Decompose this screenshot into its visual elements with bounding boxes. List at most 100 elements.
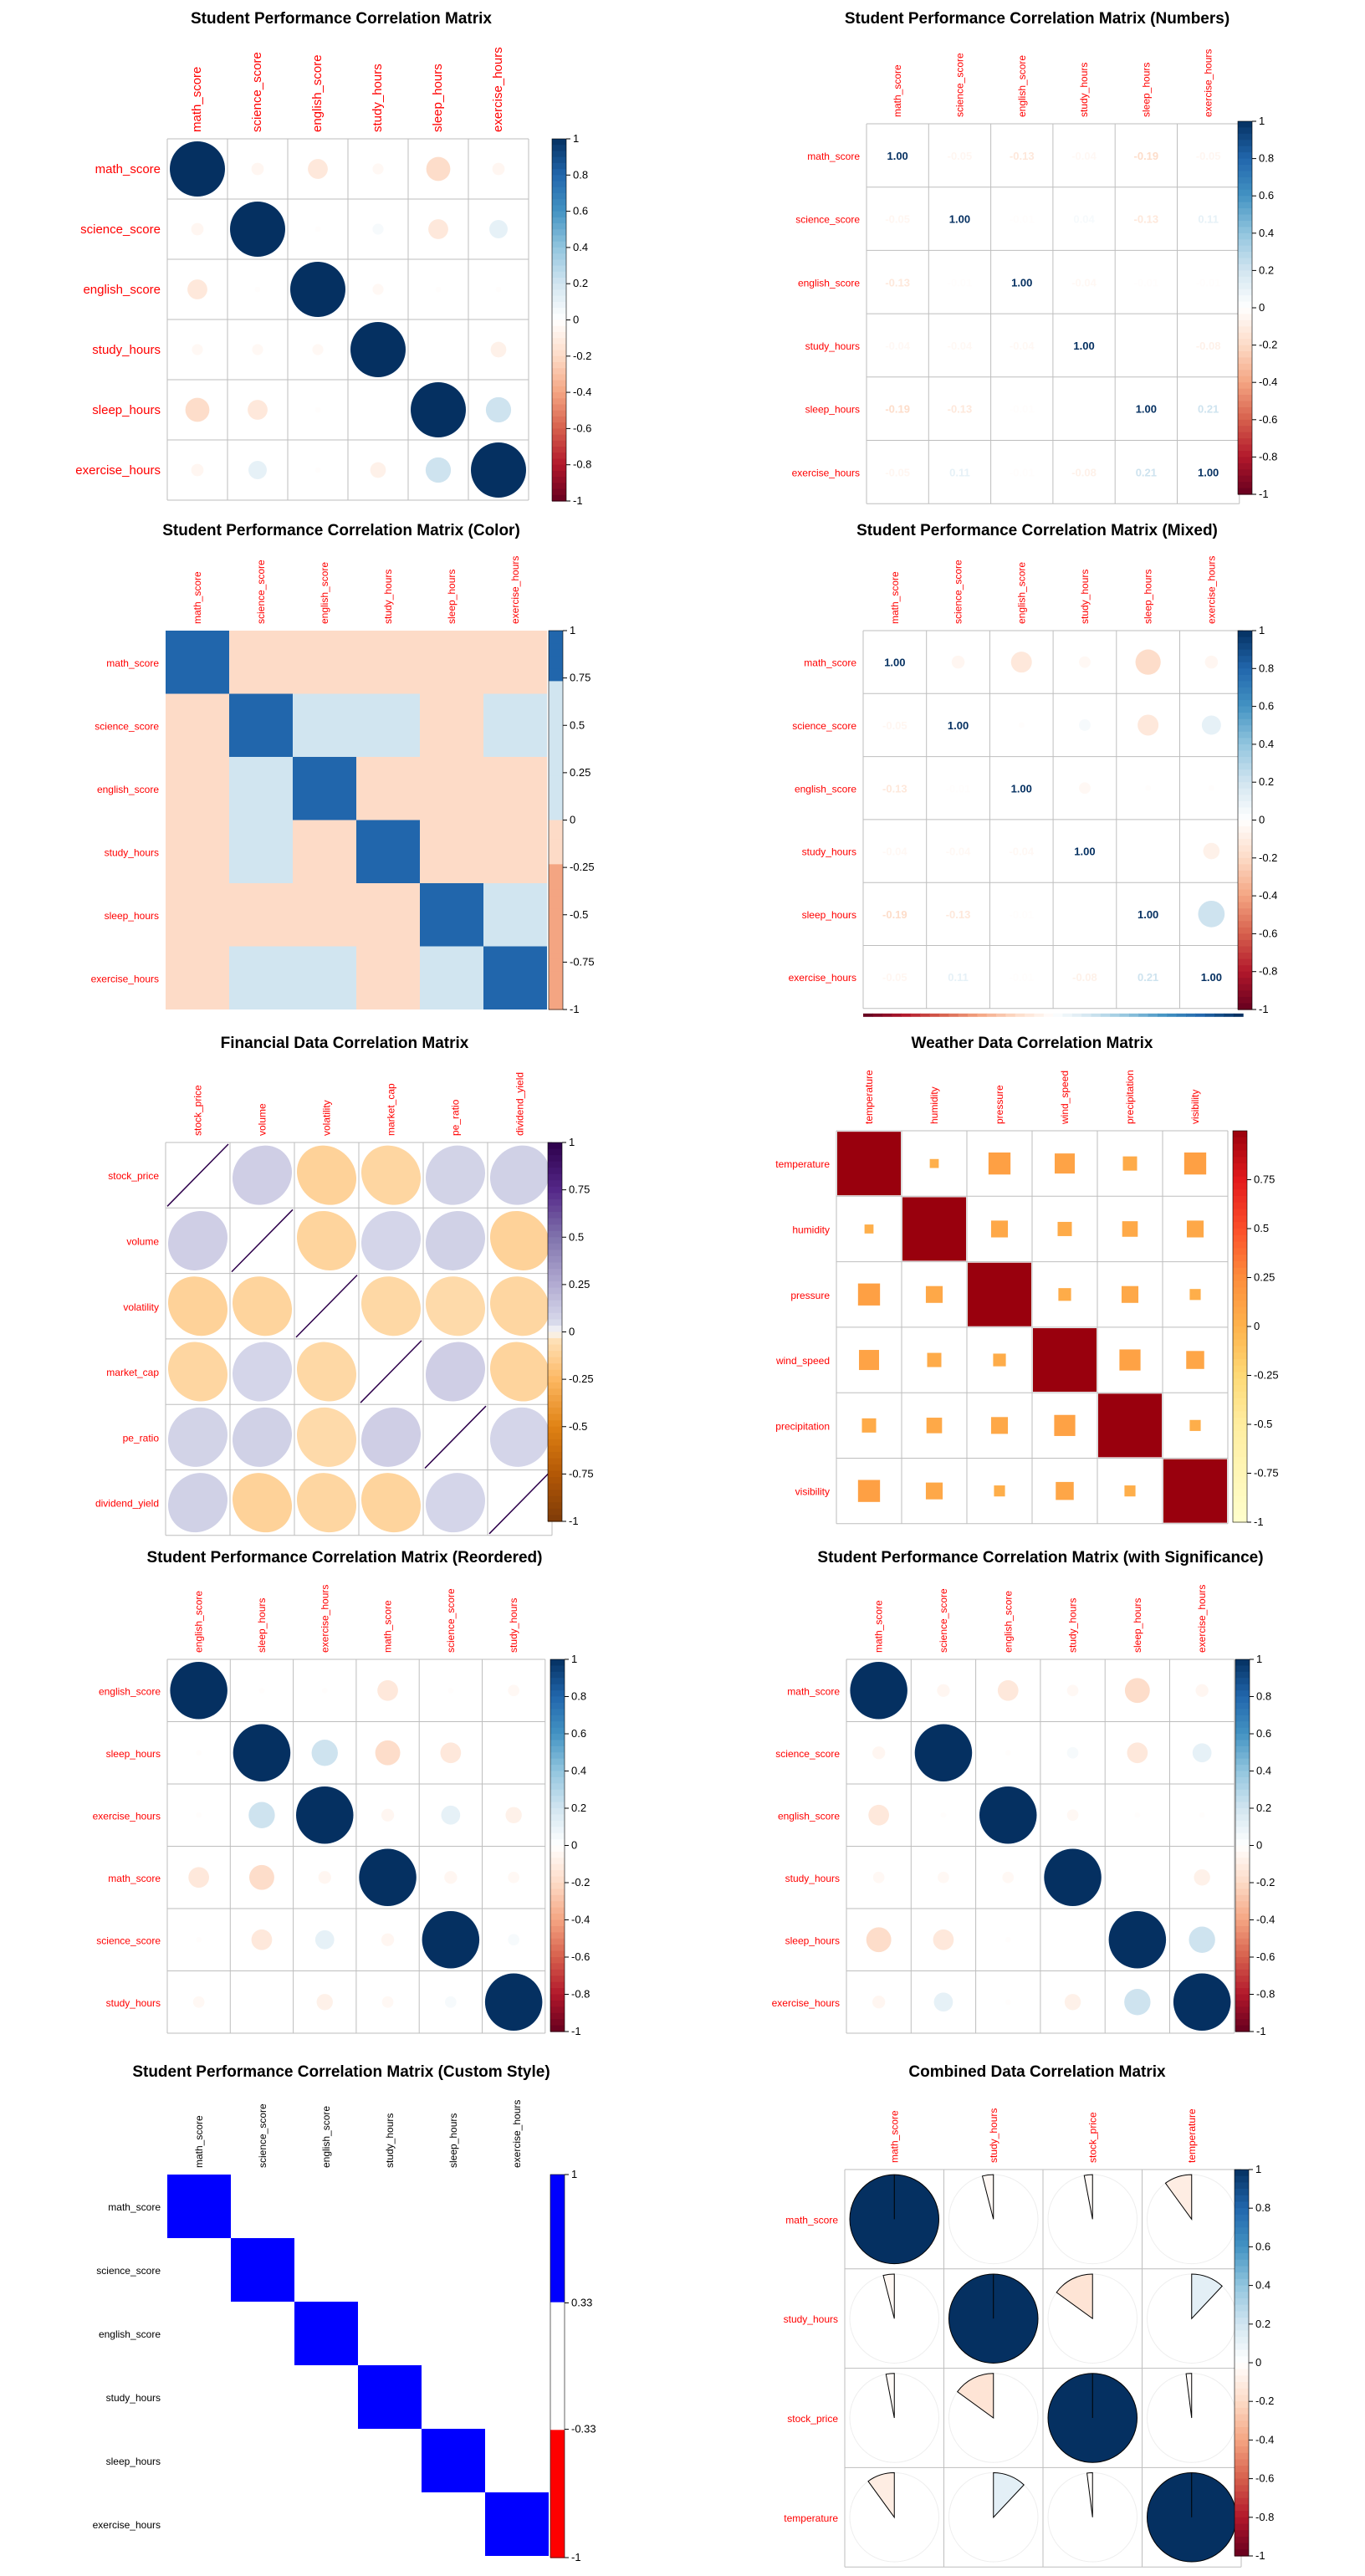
colorbar-segment <box>1238 444 1252 452</box>
row-label: math_score <box>95 162 161 176</box>
cell-3-1 <box>231 2365 294 2429</box>
chart-title: Student Performance Correlation Matrix (… <box>856 522 1218 539</box>
colorbar-segment <box>549 883 563 891</box>
colorbar-segment <box>550 2321 565 2328</box>
colorbar-segment <box>1235 2292 1249 2299</box>
cell-5-2 <box>316 1994 333 2011</box>
cell-3-2 <box>297 1342 357 1402</box>
cell-0-1: -0.05 <box>948 150 973 162</box>
colorbar-segment <box>1238 189 1252 197</box>
column-label: exercise_hours <box>511 2100 523 2168</box>
cell-4-3 <box>1071 1939 1074 1941</box>
cell-5-2: -0.01 <box>1010 466 1035 478</box>
colorbar-segment <box>548 1300 562 1307</box>
colorbar-segment <box>1238 782 1252 790</box>
chart-panel-1: Student Performance Correlation Matrix ma… <box>75 10 591 507</box>
colorbar-segment <box>549 744 563 752</box>
cell-4-5 <box>485 2429 549 2492</box>
colorbar-segment <box>550 2328 565 2335</box>
colorbar: 1 0.8 0.6 0.4 0.2 0 -0.2 -0.4 -0.6 -0.8 -1 <box>551 132 591 507</box>
colorbar-segment <box>1238 432 1252 439</box>
column-label: exercise_hours <box>1205 556 1217 624</box>
colorbar-segment <box>550 1678 565 1685</box>
cell-2-5 <box>1189 1289 1201 1301</box>
colorbar-segment <box>550 2379 565 2386</box>
colorbar-segment <box>1238 245 1252 253</box>
colorbar-segment <box>1235 2221 1249 2228</box>
colorbar-segment <box>550 2532 565 2539</box>
row-label: science_score <box>96 2265 161 2277</box>
colorbar-tick-label: 0 <box>1255 2356 1261 2369</box>
cell-3-2 <box>294 2365 358 2429</box>
row-label: sleep_hours <box>106 2456 161 2467</box>
cell-0-5 <box>1184 1152 1207 1175</box>
colorbar-segment <box>552 325 566 333</box>
colorbar-segment <box>1235 2175 1249 2183</box>
cell-0-5: -0.05 <box>1196 150 1221 162</box>
colorbar-segment <box>550 2366 565 2374</box>
colorbar-segment <box>1238 363 1252 371</box>
colorbar-segment <box>550 2430 565 2437</box>
cell-5-4 <box>1124 1989 1151 2016</box>
cell-0-2 <box>321 1687 328 1694</box>
colorbar-segment <box>1238 807 1252 815</box>
colorbar-segment <box>1238 870 1252 878</box>
colorbar-segment <box>1235 2440 1249 2447</box>
colorbar-segment <box>1238 851 1252 859</box>
colorbar-segment <box>1235 2395 1249 2402</box>
colorbar-segment <box>1238 475 1252 483</box>
colorbar-segment <box>552 338 566 345</box>
cell-0-1 <box>229 631 293 694</box>
row-label: science_score <box>775 1748 840 1760</box>
cell-2-1 <box>925 1285 943 1303</box>
cell-2-0 <box>857 1283 881 1306</box>
cell-1-5 <box>1192 1743 1212 1763</box>
colorbar-segment <box>1233 1169 1247 1178</box>
colorbar-segment <box>549 788 563 795</box>
cell-2-0 <box>167 2302 231 2365</box>
colorbar-segment <box>1235 2523 1249 2531</box>
cell-3-4 <box>426 1342 486 1402</box>
colorbar-segment <box>1238 813 1252 821</box>
cell-0-0 <box>849 2174 939 2265</box>
cell-4-4 <box>411 382 466 437</box>
colorbar-segment <box>1235 2427 1249 2435</box>
colorbar-segment <box>1233 1430 1247 1439</box>
colorbar-segment <box>550 1659 565 1667</box>
cell-2-3 <box>361 1276 422 1337</box>
colorbar-segment <box>1233 1326 1247 1334</box>
row-label: math_score <box>108 1873 161 1884</box>
colorbar-segment <box>1238 713 1252 720</box>
colorbar-segment <box>1233 1189 1247 1197</box>
mixed-color-strip <box>1062 1013 1073 1017</box>
colorbar-segment <box>1238 883 1252 891</box>
colorbar-segment <box>1235 1907 1250 1914</box>
cell-0-3 <box>360 1145 421 1205</box>
cell-4-3 <box>361 1407 422 1467</box>
colorbar-segment <box>550 2333 565 2342</box>
colorbar-segment <box>1238 419 1252 427</box>
cell-4-0 <box>167 2429 231 2492</box>
colorbar-segment <box>1238 351 1252 359</box>
column-label: science_score <box>257 2103 268 2168</box>
colorbar-segment <box>549 953 563 960</box>
cell-1-4 <box>422 2238 485 2302</box>
colorbar-segment <box>1235 2240 1249 2247</box>
colorbar-segment <box>1235 1789 1250 1797</box>
cell-5-2 <box>994 1485 1005 1497</box>
colorbar-segment <box>1233 1418 1247 1425</box>
cell-1-2 <box>990 1220 1009 1238</box>
colorbar-segment <box>1235 2369 1249 2376</box>
cell-2-2 <box>293 757 356 820</box>
cell-2-5 <box>483 757 547 820</box>
cell-3-2 <box>312 344 324 355</box>
colorbar-segment <box>1233 1339 1247 1347</box>
cell-3-5 <box>508 1871 520 1883</box>
cell-3-1 <box>232 1342 292 1402</box>
cell-2-2 <box>968 1262 1031 1326</box>
colorbar-segment <box>552 494 566 502</box>
colorbar-segment <box>550 1925 565 1933</box>
colorbar-segment <box>548 1230 562 1238</box>
colorbar-segment <box>1235 2337 1249 2344</box>
colorbar-segment <box>1233 1176 1247 1183</box>
